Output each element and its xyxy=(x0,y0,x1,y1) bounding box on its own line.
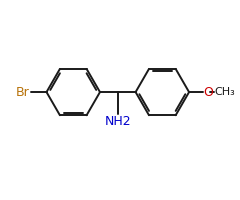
Text: Br: Br xyxy=(16,86,30,99)
Text: NH2: NH2 xyxy=(104,115,131,128)
Text: CH₃: CH₃ xyxy=(215,87,235,97)
Text: O: O xyxy=(203,86,213,99)
